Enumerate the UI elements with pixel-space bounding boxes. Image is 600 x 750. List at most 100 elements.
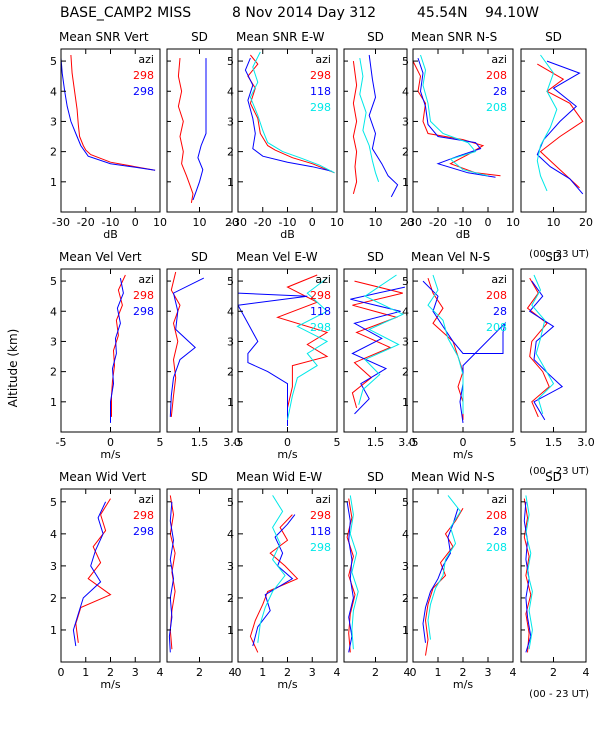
x-tick-label: 2: [550, 666, 557, 679]
series-line-red: [526, 277, 550, 418]
series-line-cyan: [359, 58, 380, 182]
series-line-cyan: [287, 277, 329, 420]
legend-item-red: 298: [310, 69, 331, 82]
panel-sd-vel-ew: SD 1.5 3.0: [343, 250, 416, 449]
y-tick-label: 5: [50, 275, 57, 288]
y-tick-label: 2: [50, 366, 57, 379]
series-line-red: [427, 277, 464, 420]
legend-item-red: 298: [310, 289, 331, 302]
plot-frame: [166, 488, 233, 663]
y-tick-label: 4: [50, 305, 57, 318]
x-tick-label: -30: [52, 216, 70, 229]
panel-title: SD: [191, 30, 208, 44]
x-tick-label: -20: [254, 216, 272, 229]
panel-mean-vel-ew: Mean Vel E-W -5 0 5 1 2 3 4 5 m/s azi 298 118 298: [227, 250, 341, 461]
legend-item-cyan: 298: [310, 321, 331, 334]
series-line-blue: [110, 278, 124, 423]
series-line-cyan: [249, 51, 335, 174]
y-tick-label: 2: [227, 592, 234, 605]
x-tick-label: 0: [309, 216, 316, 229]
x-tick-label: 1.5: [545, 436, 563, 449]
panel-title: Mean Wid Vert: [59, 470, 146, 484]
x-tick-label: 1: [259, 666, 266, 679]
y-tick-label: 3: [402, 560, 409, 573]
plot-frame: [166, 48, 233, 213]
y-tick-label: 3: [227, 335, 234, 348]
legend-item-blue: 28: [493, 305, 507, 318]
series-line-cyan: [531, 274, 555, 415]
x-tick-label: -30: [229, 216, 247, 229]
series-line-red: [537, 63, 584, 189]
series-line-blue: [238, 292, 308, 426]
panel-title: Mean SNR N-S: [411, 30, 497, 44]
y-tick-label: 1: [50, 396, 57, 409]
legend-item-cyan: 208: [486, 321, 507, 334]
x-tick-label: 5: [510, 436, 517, 449]
legend-header: azi: [138, 53, 154, 66]
y-tick-label: 4: [402, 305, 409, 318]
y-tick-label: 2: [402, 592, 409, 605]
legend-item-blue: 298: [133, 525, 154, 538]
x-tick-label: 20: [225, 216, 239, 229]
x-tick-label: 20: [579, 216, 593, 229]
y-tick-label: 1: [402, 176, 409, 189]
series-line-blue: [350, 286, 406, 415]
panel-title: Mean SNR E-W: [236, 30, 325, 44]
legend-item-blue: 298: [133, 305, 154, 318]
panel-title: SD: [367, 470, 384, 484]
y-tick-label: 1: [50, 624, 57, 637]
y-tick-label: 5: [402, 55, 409, 68]
panel-mean-snr-ns: Mean SNR N-S -30 -20 -10 0 10 1 2 3 4 5 dB azi 208 28 2…: [402, 30, 520, 241]
x-axis-label: dB: [280, 228, 295, 241]
panel-sd-vel-ns: SD 1.5 3.0: [520, 250, 595, 449]
time-note-row2: (00 - 23 UT): [529, 466, 589, 477]
y-tick-label: 2: [50, 146, 57, 159]
series-line-cyan: [420, 54, 489, 177]
y-tick-label: 4: [402, 85, 409, 98]
series-line-red: [523, 498, 532, 653]
x-tick-label: 0: [485, 216, 492, 229]
legend-item-blue: 28: [493, 525, 507, 538]
series-line-blue: [346, 501, 354, 653]
x-tick-label: 2: [196, 666, 203, 679]
x-tick-label: 4: [334, 666, 341, 679]
panel-sd-snr-ew: SD 10 20: [343, 30, 414, 229]
series-line-cyan: [257, 495, 286, 643]
x-tick-label: 1.5: [367, 436, 385, 449]
plot-frame: [166, 268, 233, 433]
legend-item-cyan: 298: [310, 541, 331, 554]
series-line-cyan: [358, 274, 404, 405]
y-tick-label: 5: [227, 496, 234, 509]
panel-mean-snr-vert: Mean SNR Vert -30 -20 -10 0 10 1 2 3 4 5 dB azi 298 29…: [50, 30, 167, 241]
x-tick-label: -20: [429, 216, 447, 229]
panel-title: SD: [367, 250, 384, 264]
legend-item-cyan: 208: [486, 101, 507, 114]
y-tick-label: 2: [50, 592, 57, 605]
x-tick-label: -30: [404, 216, 422, 229]
x-tick-label: 2: [107, 666, 114, 679]
x-tick-label: 1.5: [191, 436, 209, 449]
x-axis-label: m/s: [277, 678, 297, 691]
legend-item-blue: 118: [310, 525, 331, 538]
series-line-red: [352, 61, 358, 195]
x-tick-label: -5: [56, 436, 67, 449]
panel-sd-wid-vert: SD 2 4: [166, 470, 236, 679]
series-line-cyan: [536, 54, 558, 192]
y-tick-label: 3: [402, 335, 409, 348]
x-tick-label: 0: [284, 436, 291, 449]
y-tick-label: 2: [402, 146, 409, 159]
y-tick-label: 4: [227, 305, 234, 318]
series-line-red: [413, 60, 501, 177]
y-tick-label: 3: [227, 115, 234, 128]
legend-item-cyan: 208: [486, 541, 507, 554]
x-tick-label: 3.0: [398, 436, 416, 449]
panel-title: Mean Vel E-W: [236, 250, 318, 264]
plot-frame: [343, 48, 408, 213]
legend-item-red: 298: [133, 69, 154, 82]
legend-item-red: 208: [486, 509, 507, 522]
series-line-red: [249, 514, 299, 653]
x-tick-label: 10: [369, 216, 383, 229]
panel-title: SD: [545, 30, 562, 44]
y-tick-label: 5: [227, 275, 234, 288]
